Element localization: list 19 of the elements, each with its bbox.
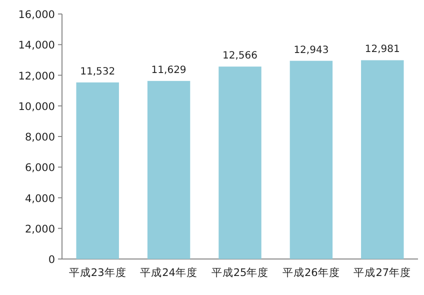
x-tick-label: 平成25年度 (211, 266, 269, 279)
y-tick-label: 14,000 (18, 40, 55, 52)
y-tick-label: 16,000 (18, 9, 55, 21)
data-label: 12,943 (294, 44, 329, 56)
y-tick-label: 4,000 (24, 192, 55, 205)
data-label: 12,566 (222, 50, 258, 62)
y-tick-label: 0 (48, 254, 55, 266)
x-tick-label: 平成24年度 (140, 266, 198, 279)
x-tick-label: 平成27年度 (354, 266, 412, 279)
data-label: 11,629 (151, 64, 186, 76)
data-label: 12,981 (364, 44, 400, 56)
y-tick-label: 8,000 (24, 132, 55, 144)
x-tick-label: 平成23年度 (68, 266, 126, 279)
y-tick-label: 2,000 (24, 223, 55, 236)
x-tick-label: 平成26年度 (282, 266, 340, 279)
y-tick-label: 12,000 (18, 70, 55, 82)
y-tick-label: 6,000 (24, 162, 55, 174)
data-label: 11,532 (80, 66, 116, 78)
y-tick-label: 10,000 (18, 100, 55, 113)
